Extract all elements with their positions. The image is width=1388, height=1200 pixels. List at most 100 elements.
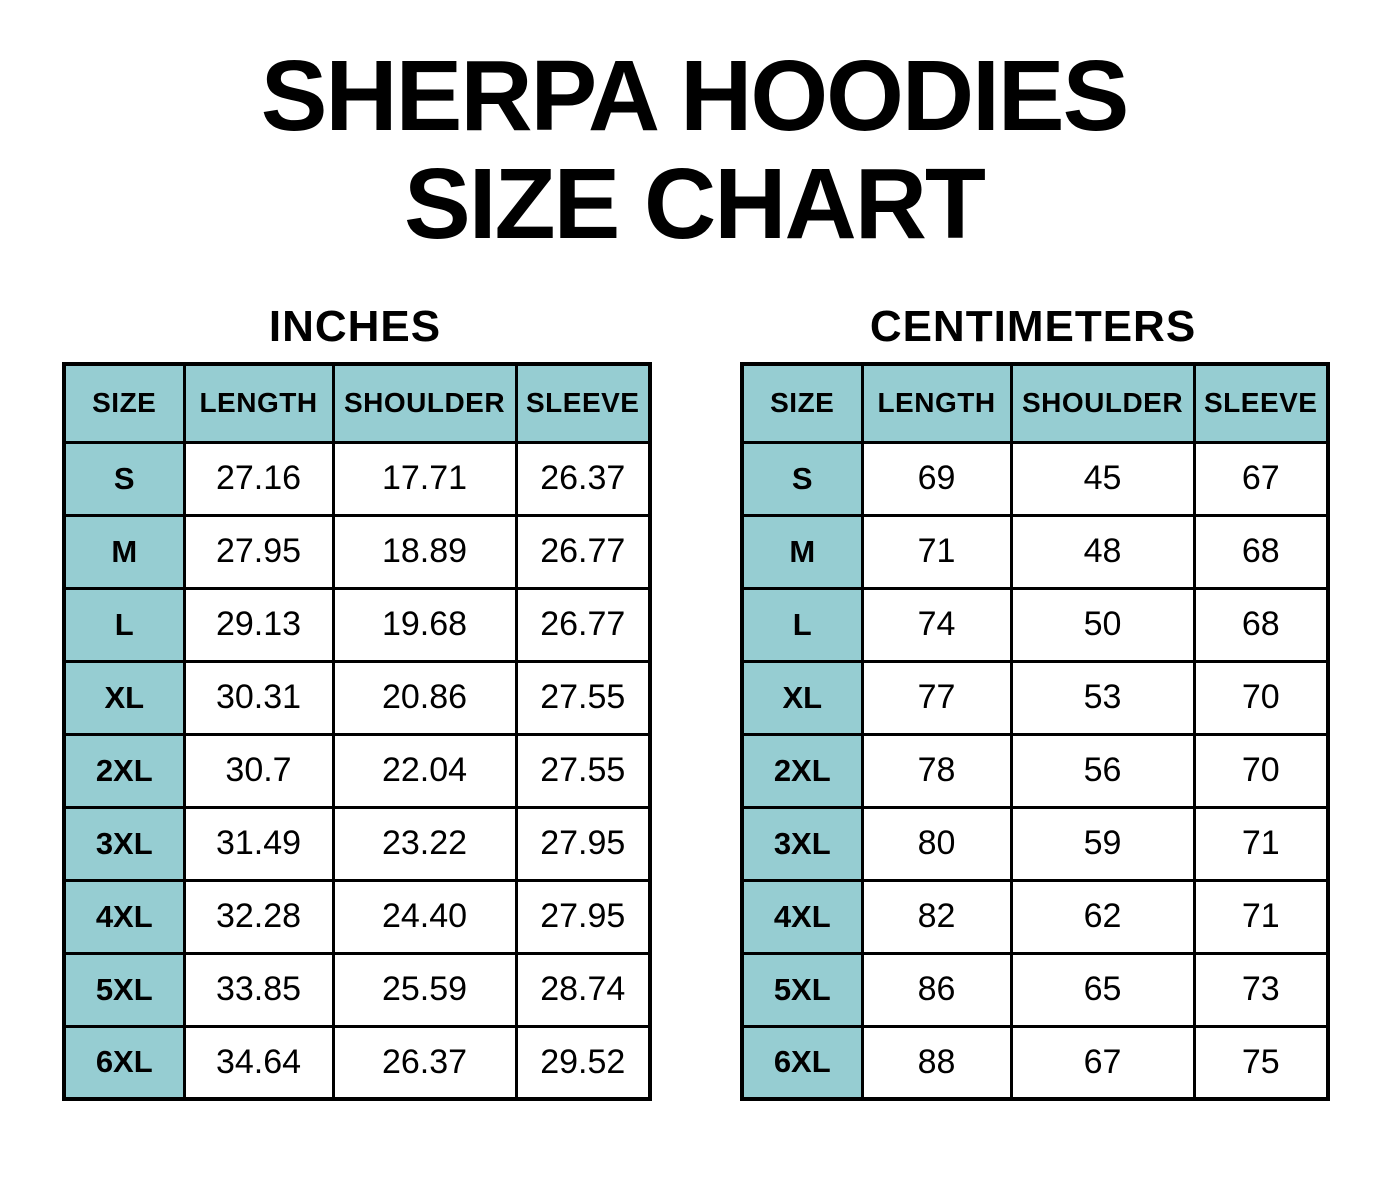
measurement-cell: 65: [1009, 951, 1196, 1028]
size-label-cell: M: [62, 513, 186, 590]
measurement-cell: 69: [860, 440, 1013, 517]
measurement-cell: 53: [1009, 659, 1196, 736]
table-row: S 27.16 17.71 26.37: [62, 440, 652, 517]
measurement-cell: 45: [1009, 440, 1196, 517]
size-label-cell: 4XL: [62, 878, 186, 955]
column-header-size: SIZE: [62, 362, 186, 444]
centimeters-table: SIZE LENGTH SHOULDER SLEEVE S 69 45 67 M 71 48 68 L 7…: [740, 362, 1330, 1101]
size-label-cell: 6XL: [740, 1024, 864, 1101]
measurement-cell: 67: [1192, 440, 1330, 517]
measurement-cell: 20.86: [331, 659, 518, 736]
size-label-cell: 3XL: [62, 805, 186, 882]
column-header-sleeve: SLEEVE: [1192, 362, 1330, 444]
measurement-cell: 56: [1009, 732, 1196, 809]
column-header-shoulder: SHOULDER: [1009, 362, 1196, 444]
inches-table: SIZE LENGTH SHOULDER SLEEVE S 27.16 17.71 26.37…: [62, 362, 652, 1101]
size-label-cell: 5XL: [62, 951, 186, 1028]
column-header-length: LENGTH: [860, 362, 1013, 444]
table-row: 4XL 32.28 24.40 27.95: [62, 878, 652, 955]
measurement-cell: 82: [860, 878, 1013, 955]
table-row: M 27.95 18.89 26.77: [62, 513, 652, 590]
measurement-cell: 48: [1009, 513, 1196, 590]
measurement-cell: 86: [860, 951, 1013, 1028]
measurement-cell: 33.85: [182, 951, 335, 1028]
measurement-cell: 26.37: [331, 1024, 518, 1101]
header-row: SIZE LENGTH SHOULDER SLEEVE: [62, 362, 652, 444]
measurement-cell: 70: [1192, 732, 1330, 809]
size-label-cell: 5XL: [740, 951, 864, 1028]
measurement-cell: 70: [1192, 659, 1330, 736]
measurement-cell: 34.64: [182, 1024, 335, 1101]
measurement-cell: 27.55: [514, 659, 652, 736]
measurement-cell: 18.89: [331, 513, 518, 590]
size-label-cell: XL: [740, 659, 864, 736]
measurement-cell: 50: [1009, 586, 1196, 663]
page-title-line-1: SHERPA HOODIES: [260, 40, 1130, 152]
measurement-cell: 62: [1009, 878, 1196, 955]
size-label-cell: 2XL: [740, 732, 864, 809]
measurement-cell: 26.77: [514, 586, 652, 663]
centimeters-heading: CENTIMETERS: [869, 302, 1197, 351]
measurement-cell: 27.16: [182, 440, 335, 517]
table-row: 3XL 31.49 23.22 27.95: [62, 805, 652, 882]
measurement-cell: 27.55: [514, 732, 652, 809]
measurement-cell: 28.74: [514, 951, 652, 1028]
measurement-cell: 32.28: [182, 878, 335, 955]
size-label-cell: S: [740, 440, 864, 517]
measurement-cell: 24.40: [331, 878, 518, 955]
measurement-cell: 68: [1192, 513, 1330, 590]
table-row: S 69 45 67: [740, 440, 1330, 517]
table-row: 5XL 33.85 25.59 28.74: [62, 951, 652, 1028]
measurement-cell: 68: [1192, 586, 1330, 663]
measurement-cell: 75: [1192, 1024, 1330, 1101]
measurement-cell: 29.52: [514, 1024, 652, 1101]
size-label-cell: L: [740, 586, 864, 663]
column-header-length: LENGTH: [182, 362, 335, 444]
size-label-cell: 3XL: [740, 805, 864, 882]
table-row: 4XL 82 62 71: [740, 878, 1330, 955]
measurement-cell: 67: [1009, 1024, 1196, 1101]
measurement-cell: 71: [860, 513, 1013, 590]
table-row: 5XL 86 65 73: [740, 951, 1330, 1028]
measurement-cell: 71: [1192, 878, 1330, 955]
measurement-cell: 88: [860, 1024, 1013, 1101]
centimeters-panel: CENTIMETERS SIZE LENGTH SHOULDER SLEEVE S 69 4…: [740, 302, 1330, 1101]
size-label-cell: 2XL: [62, 732, 186, 809]
measurement-cell: 27.95: [514, 878, 652, 955]
size-label-cell: L: [62, 586, 186, 663]
table-row: XL 30.31 20.86 27.55: [62, 659, 652, 736]
table-row: L 29.13 19.68 26.77: [62, 586, 652, 663]
measurement-cell: 25.59: [331, 951, 518, 1028]
measurement-cell: 17.71: [331, 440, 518, 517]
measurement-cell: 30.7: [182, 732, 335, 809]
column-header-sleeve: SLEEVE: [514, 362, 652, 444]
table-row: 2XL 30.7 22.04 27.55: [62, 732, 652, 809]
measurement-cell: 71: [1192, 805, 1330, 882]
table-row: 2XL 78 56 70: [740, 732, 1330, 809]
table-row: XL 77 53 70: [740, 659, 1330, 736]
measurement-cell: 22.04: [331, 732, 518, 809]
measurement-cell: 80: [860, 805, 1013, 882]
measurement-cell: 31.49: [182, 805, 335, 882]
measurement-cell: 27.95: [182, 513, 335, 590]
measurement-cell: 29.13: [182, 586, 335, 663]
size-label-cell: 4XL: [740, 878, 864, 955]
measurement-cell: 78: [860, 732, 1013, 809]
table-row: M 71 48 68: [740, 513, 1330, 590]
inches-panel: INCHES SIZE LENGTH SHOULDER SLEEVE S 27.16 17.…: [62, 302, 652, 1101]
measurement-cell: 74: [860, 586, 1013, 663]
table-row: L 74 50 68: [740, 586, 1330, 663]
size-label-cell: 6XL: [62, 1024, 186, 1101]
measurement-cell: 73: [1192, 951, 1330, 1028]
inches-heading: INCHES: [268, 302, 442, 351]
measurement-cell: 26.37: [514, 440, 652, 517]
header-row: SIZE LENGTH SHOULDER SLEEVE: [740, 362, 1330, 444]
measurement-cell: 30.31: [182, 659, 335, 736]
page-title: SHERPA HOODIES SIZE CHART: [0, 0, 1388, 258]
column-header-shoulder: SHOULDER: [331, 362, 518, 444]
column-header-size: SIZE: [740, 362, 864, 444]
table-row: 3XL 80 59 71: [740, 805, 1330, 882]
measurement-cell: 59: [1009, 805, 1196, 882]
page-title-line-2: SIZE CHART: [404, 148, 986, 260]
